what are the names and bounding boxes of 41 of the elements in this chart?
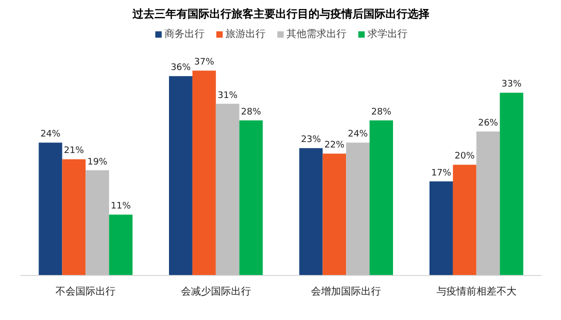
bar xyxy=(476,132,500,276)
data-label: 24% xyxy=(40,130,61,140)
x-tick-label: 与疫情前相差不大 xyxy=(436,286,516,298)
data-label: 19% xyxy=(87,157,108,168)
bar xyxy=(239,120,263,276)
data-label: 23% xyxy=(300,135,322,146)
data-label: 28% xyxy=(371,107,392,118)
bar xyxy=(322,154,346,276)
bar xyxy=(192,70,216,276)
bar xyxy=(216,104,240,276)
bar xyxy=(109,214,133,276)
x-tick-label: 会增加国际出行 xyxy=(311,286,382,298)
bar xyxy=(299,148,323,276)
data-label: 20% xyxy=(454,152,476,162)
data-label: 26% xyxy=(478,118,499,129)
data-label: 11% xyxy=(110,202,132,212)
data-label: 24% xyxy=(348,130,368,140)
data-label: 31% xyxy=(218,90,238,101)
bar xyxy=(429,181,453,276)
bar xyxy=(62,159,86,276)
bar xyxy=(346,142,370,276)
bar xyxy=(370,120,394,276)
x-tick-label: 会减少国际出行 xyxy=(180,286,251,298)
data-label: 17% xyxy=(431,168,452,178)
legend-label: 旅游出行 xyxy=(226,28,266,41)
bar xyxy=(38,142,62,276)
legend-label: 商务出行 xyxy=(164,28,204,41)
data-label: 22% xyxy=(324,140,345,151)
bar xyxy=(86,170,110,276)
x-tick-label: 不会国际出行 xyxy=(56,286,116,298)
data-label: 36% xyxy=(170,63,192,74)
bar xyxy=(500,92,524,276)
legend-label: 求学出行 xyxy=(368,28,408,41)
data-label: 28% xyxy=(241,107,262,118)
bar xyxy=(168,76,192,276)
data-label: 21% xyxy=(64,146,84,156)
data-label: 37% xyxy=(194,58,215,68)
legend-label: 其他需求出行 xyxy=(286,28,346,41)
bar xyxy=(452,164,476,276)
chart-title: 过去三年有国际出行旅客主要出行目的与疫情后国际出行选择 xyxy=(132,8,430,20)
data-label: 33% xyxy=(502,80,522,90)
